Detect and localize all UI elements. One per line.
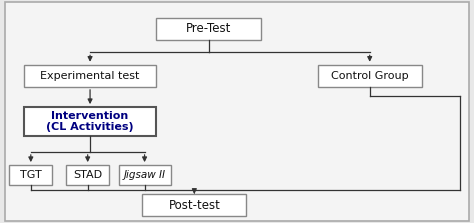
FancyBboxPatch shape bbox=[9, 165, 52, 185]
Text: STAD: STAD bbox=[73, 170, 102, 180]
FancyBboxPatch shape bbox=[318, 65, 422, 87]
FancyBboxPatch shape bbox=[142, 194, 246, 216]
Text: Control Group: Control Group bbox=[331, 71, 409, 81]
FancyBboxPatch shape bbox=[118, 165, 171, 185]
FancyBboxPatch shape bbox=[66, 165, 109, 185]
Text: Post-test: Post-test bbox=[168, 199, 220, 212]
FancyBboxPatch shape bbox=[24, 65, 156, 87]
Text: Pre-Test: Pre-Test bbox=[186, 23, 231, 35]
FancyBboxPatch shape bbox=[156, 18, 261, 40]
Text: Intervention
(CL Activities): Intervention (CL Activities) bbox=[46, 111, 134, 132]
Text: Experimental test: Experimental test bbox=[40, 71, 140, 81]
FancyBboxPatch shape bbox=[24, 107, 156, 136]
Text: TGT: TGT bbox=[20, 170, 42, 180]
Text: Jigsaw II: Jigsaw II bbox=[124, 170, 165, 180]
